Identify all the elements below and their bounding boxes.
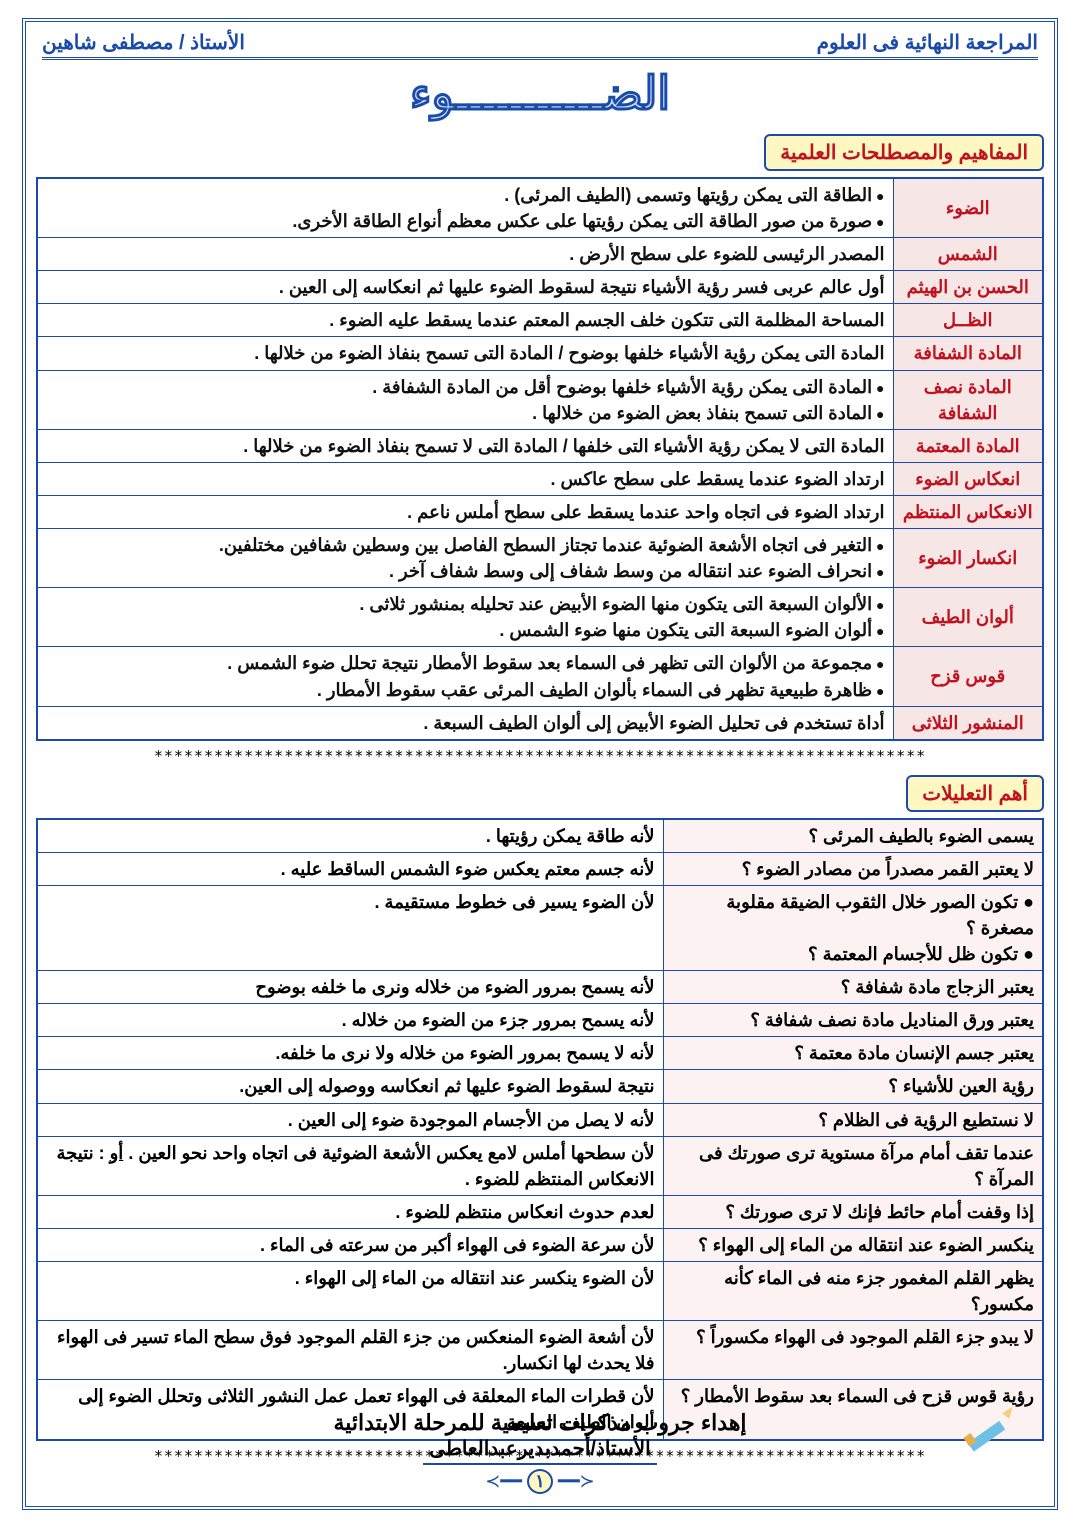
title-wrap: الضـــــــــــوء <box>36 66 1044 120</box>
page-title: الضـــــــــــوء <box>390 67 690 119</box>
reason-question: عندما تقف أمام مرآة مستوية ترى صورتك فى … <box>663 1136 1043 1195</box>
reason-answer: نتيجة لسقوط الضوء عليها ثم انعكاسه ووصول… <box>37 1070 663 1103</box>
term-cell: الشمس <box>893 238 1043 271</box>
term-cell: قوس قزح <box>893 647 1043 706</box>
term-cell: انعكاس الضوء <box>893 462 1043 495</box>
reason-question: يعتبر ورق المناديل مادة نصف شفافة ؟ <box>663 1004 1043 1037</box>
reason-question: لا يبدو جزء القلم الموجود فى الهواء مكسو… <box>663 1321 1043 1380</box>
term-cell: انكسار الضوء <box>893 529 1043 588</box>
header-bar: المراجعة النهائية فى العلوم الأستاذ / مص… <box>36 30 1044 57</box>
definition-cell: التغير فى اتجاه الأشعة الضوئية عندما تجت… <box>37 529 893 588</box>
definition-cell: المادة التى يمكن رؤية الأشياء خلفها بوضو… <box>37 370 893 429</box>
definition-cell: المساحة المظلمة التى تتكون خلف الجسم الم… <box>37 304 893 337</box>
definition-cell: المادة التى يمكن رؤية الأشياء خلفها بوضو… <box>37 337 893 370</box>
reason-question: يسمى الضوء بالطيف المرئى ؟ <box>663 819 1043 853</box>
reasons-table: يسمى الضوء بالطيف المرئى ؟لأنه طاقة يمكن… <box>36 818 1044 1441</box>
reason-answer: لأنه لا يسمح بمرور الضوء من خلاله ولا نر… <box>37 1037 663 1070</box>
reason-question: إذا وقفت أمام حائط فإنك لا ترى صورتك ؟ <box>663 1195 1043 1228</box>
header-right: المراجعة النهائية فى العلوم <box>817 30 1038 55</box>
terms-table: الضوءالطاقة التى يمكن رؤيتها وتسمى (الطي… <box>36 177 1044 741</box>
reason-answer: لعدم حدوث انعكاس منتظم للضوء . <box>37 1195 663 1228</box>
header-rule <box>42 57 1038 60</box>
reason-answer: لأن الضوء يسير فى خطوط مستقيمة . <box>37 885 663 970</box>
definition-cell: المادة التى لا يمكن رؤية الأشياء التى خل… <box>37 429 893 462</box>
reason-answer: لأن سرعة الضوء فى الهواء أكبر من سرعته ف… <box>37 1228 663 1261</box>
footer: إهداء جروب مذكرات تعليمية للمرحلة الابتد… <box>26 1410 1054 1494</box>
footer-line2: الأستاذ/أحمدبديرعبدالعاطى <box>423 1436 656 1465</box>
term-cell: المادة الشفافة <box>893 337 1043 370</box>
reason-answer: لأن الضوء ينكسر عند انتقاله من الماء إلى… <box>37 1262 663 1321</box>
reason-question: يعتبر الزجاج مادة شفافة ؟ <box>663 971 1043 1004</box>
reason-answer: لأنه يسمح بمرور جزء من الضوء من خلاله . <box>37 1004 663 1037</box>
separator-stars-1: ****************************************… <box>36 747 1044 765</box>
definition-cell: ارتداد الضوء عندما يسقط على سطح عاكس . <box>37 462 893 495</box>
definition-cell: ارتداد الضوء فى اتجاه واحد عندما يسقط عل… <box>37 495 893 528</box>
reason-question: ● تكون الصور خلال الثقوب الضيقة مقلوبة م… <box>663 885 1043 970</box>
term-cell: المادة نصف الشفافة <box>893 370 1043 429</box>
term-cell: الضوء <box>893 178 1043 238</box>
reason-question: يظهر القلم المغمور جزء منه فى الماء كأنه… <box>663 1262 1043 1321</box>
term-cell: المادة المعتمة <box>893 429 1043 462</box>
definition-cell: المصدر الرئيسى للضوء على سطح الأرض . <box>37 238 893 271</box>
term-cell: المنشور الثلاثى <box>893 706 1043 740</box>
section-badge-terms: المفاهيم والمصطلحات العلمية <box>764 134 1044 171</box>
term-cell: الحسن بن الهيثم <box>893 271 1043 304</box>
reason-question: لا يعتبر القمر مصدراً من مصادر الضوء ؟ <box>663 852 1043 885</box>
page-number: ١ <box>527 1469 553 1494</box>
definition-cell: أول عالم عربى فسر رؤية الأشياء نتيجة لسق… <box>37 271 893 304</box>
page-ornament: ≺━━ ١ ━━≻ <box>26 1469 1054 1494</box>
definition-cell: مجموعة من الألوان التى تظهر فى السماء بع… <box>37 647 893 706</box>
term-cell: الظــل <box>893 304 1043 337</box>
term-cell: ألوان الطيف <box>893 588 1043 647</box>
section-badge-reasons: أهم التعليلات <box>906 775 1044 812</box>
reason-question: لا نستطيع الرؤية فى الظلام ؟ <box>663 1103 1043 1136</box>
reason-question: يعتبر جسم الإنسان مادة معتمة ؟ <box>663 1037 1043 1070</box>
term-cell: الانعكاس المنتظم <box>893 495 1043 528</box>
reason-answer: لأنه طاقة يمكن رؤيتها . <box>37 819 663 853</box>
header-left: الأستاذ / مصطفى شاهين <box>42 30 245 55</box>
definition-cell: أداة تستخدم فى تحليل الضوء الأبيض إلى أل… <box>37 706 893 740</box>
reason-question: رؤية العين للأشياء ؟ <box>663 1070 1043 1103</box>
reason-answer: لأن أشعة الضوء المنعكس من جزء القلم المو… <box>37 1321 663 1380</box>
reason-answer: لأنه يسمح بمرور الضوء من خلاله ونرى ما خ… <box>37 971 663 1004</box>
page-frame: المراجعة النهائية فى العلوم الأستاذ / مص… <box>22 18 1058 1510</box>
reason-answer: لأن سطحها أملس لامع يعكس الأشعة الضوئية … <box>37 1136 663 1195</box>
footer-line1: إهداء جروب مذكرات تعليمية للمرحلة الابتد… <box>26 1410 1054 1436</box>
reason-answer: لأنه جسم معتم يعكس ضوء الشمس الساقط عليه… <box>37 852 663 885</box>
reason-question: ينكسر الضوء عند انتقاله من الماء إلى اله… <box>663 1228 1043 1261</box>
definition-cell: الطاقة التى يمكن رؤيتها وتسمى (الطيف الم… <box>37 178 893 238</box>
reason-answer: لأنه لا يصل من الأجسام الموجودة ضوء إلى … <box>37 1103 663 1136</box>
definition-cell: الألوان السبعة التى يتكون منها الضوء الأ… <box>37 588 893 647</box>
